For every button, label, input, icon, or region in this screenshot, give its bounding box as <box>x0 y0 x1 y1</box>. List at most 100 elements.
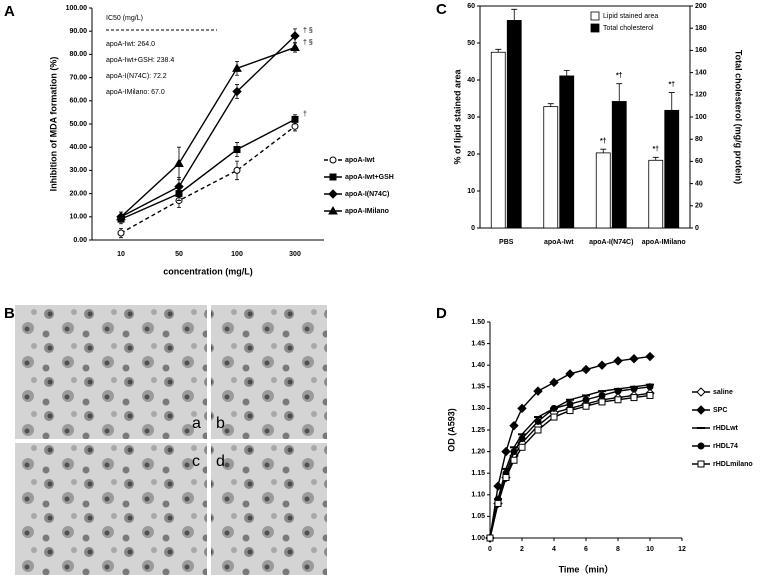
image-label: b <box>216 415 225 432</box>
y-tick-label: 40 <box>695 180 703 187</box>
y-tick-label: 120 <box>695 92 707 99</box>
marker <box>533 386 543 396</box>
y-tick-label: 90.00 <box>69 28 87 35</box>
marker <box>534 417 542 425</box>
y-tick-label: 1.05 <box>471 513 485 520</box>
legend-label: apoA-Iwt+GSH <box>345 174 394 181</box>
series-line <box>489 392 651 539</box>
series-line <box>120 118 296 220</box>
image-label: d <box>216 453 225 470</box>
marker <box>550 413 558 421</box>
y-tick-label: 80 <box>695 136 703 143</box>
legend-label: rHDLwt <box>713 425 739 432</box>
micrograph <box>15 443 207 575</box>
y-tick-label: 60.00 <box>69 98 87 105</box>
error-bar <box>511 8 518 21</box>
legend-marker <box>697 460 705 468</box>
error-bar <box>616 83 623 102</box>
marker <box>565 369 575 379</box>
marker <box>566 400 574 408</box>
marker <box>117 229 125 237</box>
marker <box>510 456 518 464</box>
x-tick-label: 10 <box>117 251 125 258</box>
error-bar <box>547 103 554 107</box>
series-line <box>120 35 296 218</box>
y-tick-label: 10.00 <box>69 214 87 221</box>
y-tick-label: 70.00 <box>69 74 87 81</box>
legend-label: Total cholesterol <box>603 25 654 32</box>
x-tick-label: 10 <box>646 546 654 553</box>
y-tick-label: 0 <box>695 225 699 232</box>
marker <box>174 181 184 192</box>
x-tick-label: apoA-Iwt <box>544 239 574 246</box>
y-tick-label: 1.25 <box>471 427 485 434</box>
x-tick-label: 12 <box>678 546 686 553</box>
bar <box>559 75 575 229</box>
marker <box>566 407 574 415</box>
marker <box>646 383 654 391</box>
marker <box>630 385 638 393</box>
marker <box>581 364 591 375</box>
legend-swatch <box>590 23 600 33</box>
y-tick-label: 0.00 <box>73 237 87 244</box>
y-axis-label: OD (A593) <box>446 408 456 452</box>
legend-label: apoA-IMilano <box>345 208 389 215</box>
marker <box>549 377 559 388</box>
bar <box>543 106 559 229</box>
x-tick-label: PBS <box>499 239 514 246</box>
y-tick-label: 1.50 <box>471 319 485 326</box>
y-tick-label: 1.35 <box>471 384 485 391</box>
y-tick-label: 10 <box>467 188 475 195</box>
micrograph <box>211 305 327 439</box>
legend-swatch <box>590 11 600 21</box>
y-axis-label: Inhibition of MDA formation (%) <box>48 57 58 192</box>
y-axis-label: % of lipid stained area <box>452 68 462 164</box>
x-tick-label: 2 <box>520 546 524 553</box>
bar <box>490 51 506 229</box>
significance-label: † § <box>303 28 313 35</box>
error-bar <box>600 148 607 153</box>
error-bar <box>668 92 675 111</box>
micrograph <box>211 443 327 575</box>
marker <box>613 356 623 366</box>
marker <box>291 115 299 123</box>
marker <box>646 391 654 399</box>
panel-label: B <box>4 305 15 322</box>
marker <box>486 534 494 542</box>
x-tick-label: apoA-IMilano <box>642 239 686 246</box>
marker <box>116 211 126 221</box>
legend-label: apoA-I(N74C) <box>345 191 389 198</box>
legend-label: rHDLmilano <box>713 461 753 468</box>
marker <box>233 146 241 154</box>
x-tick-label: 100 <box>231 251 243 258</box>
y-tick-label: 20.00 <box>69 190 87 197</box>
significance-label: † § <box>303 39 313 46</box>
y-tick-label: 20 <box>467 151 475 158</box>
legend-marker <box>328 189 338 199</box>
annotation: apoA-Iwt+GSH: 238.4 <box>106 57 174 64</box>
marker <box>582 402 590 410</box>
micrograph <box>15 305 207 439</box>
marker <box>517 403 527 414</box>
bar <box>595 152 611 229</box>
series-line <box>489 394 651 539</box>
x-tick-label: 300 <box>289 251 301 258</box>
x-axis-label: concentration (mg/L) <box>163 266 253 276</box>
marker <box>518 435 526 443</box>
bar <box>664 109 680 229</box>
series-line <box>120 46 296 218</box>
y-tick-label: 200 <box>695 3 707 10</box>
y-tick-label: 60 <box>467 3 475 10</box>
marker <box>232 86 242 97</box>
legend-marker <box>329 156 337 164</box>
annotation: apoA-I(N74C): 72.2 <box>106 73 167 80</box>
y-tick-label: 1.20 <box>471 448 485 455</box>
bar <box>506 20 522 229</box>
legend-marker <box>697 442 705 450</box>
annotation: apoA-Iwt: 264.0 <box>106 41 155 48</box>
legend-label: saline <box>713 389 733 396</box>
y-tick-label: 50.00 <box>69 121 87 128</box>
marker <box>493 481 503 491</box>
